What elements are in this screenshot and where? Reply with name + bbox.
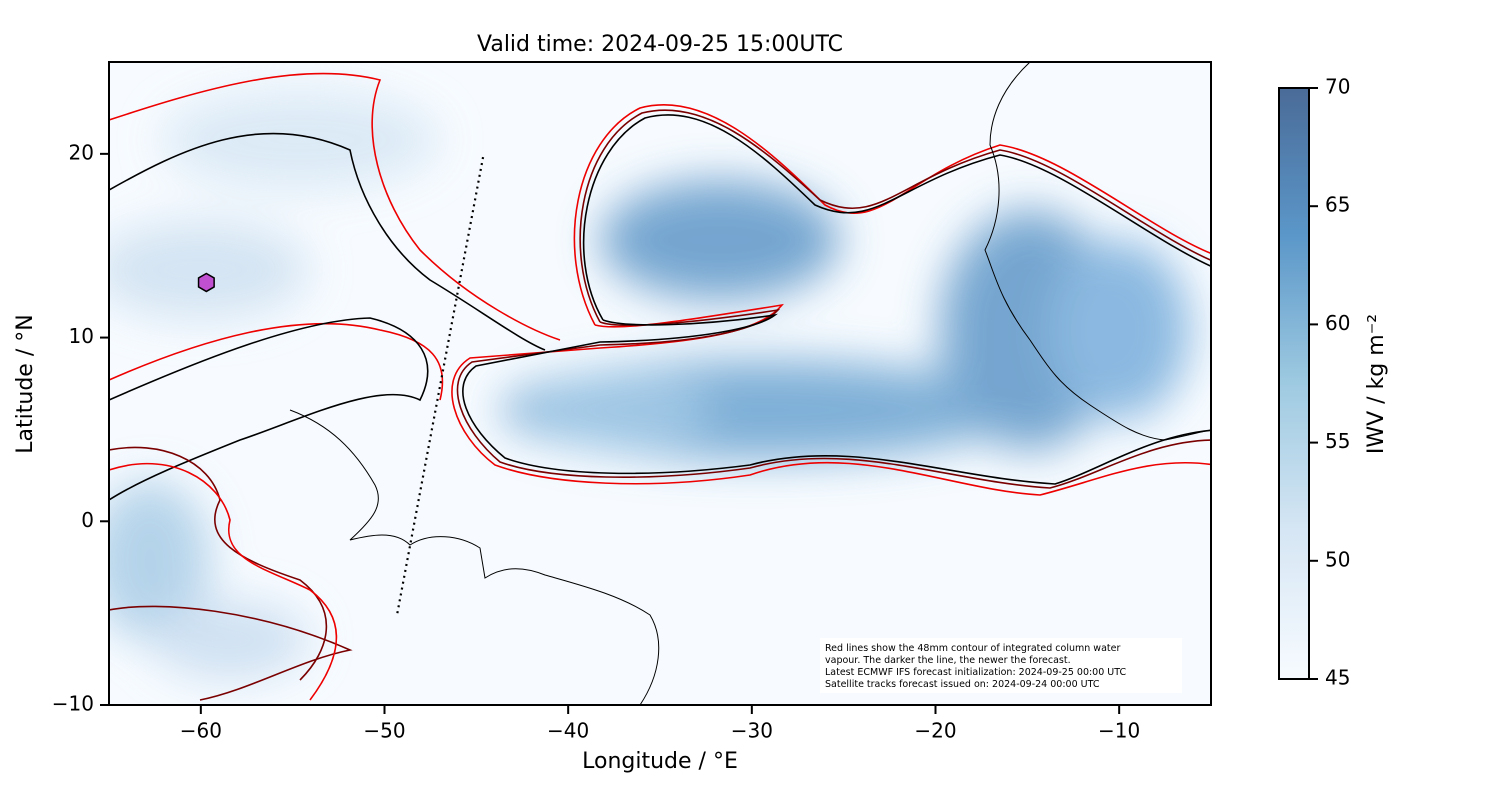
contours — [109, 72, 1211, 701]
coastline-south-america — [289, 409, 660, 705]
colorbar-tick-label: 70 — [1325, 75, 1350, 99]
colorbar-tick-label: 50 — [1325, 547, 1350, 571]
x-tick-label: −50 — [363, 719, 405, 743]
x-tick-label: −20 — [914, 719, 956, 743]
coastline-africa — [984, 62, 1211, 441]
y-tick-label: 10 — [69, 324, 94, 348]
note-line: Red lines show the 48mm contour of integ… — [825, 643, 1120, 654]
x-tick-label: −60 — [180, 719, 222, 743]
x-tick-label: −10 — [1098, 719, 1140, 743]
x-axis-label: Longitude / °E — [582, 749, 738, 774]
colorbar-tick-label: 65 — [1325, 193, 1350, 217]
note-line: vapour. The darker the line, the newer t… — [825, 655, 1071, 666]
colorbar — [1278, 87, 1310, 680]
colorbar-tick-label: 55 — [1325, 429, 1350, 453]
colorbar-label: IWV / kg m⁻² — [1364, 314, 1389, 454]
y-axis-label: Latitude / °N — [13, 314, 38, 453]
note-line: Satellite tracks forecast issued on: 202… — [825, 679, 1100, 690]
colorbar-tick-label: 60 — [1325, 311, 1350, 335]
y-tick-label: 0 — [81, 508, 94, 532]
colorbar-tick-label: 45 — [1325, 666, 1350, 690]
title: Valid time: 2024-09-25 15:00UTC — [477, 32, 843, 57]
plot-frame — [108, 61, 1212, 706]
note-line: Latest ECMWF IFS forecast initialization… — [825, 667, 1126, 678]
y-tick-label: 20 — [69, 140, 94, 164]
y-tick-label: −10 — [52, 692, 94, 716]
location-marker — [197, 272, 215, 293]
note-box — [820, 638, 1182, 693]
x-tick-label: −40 — [547, 719, 589, 743]
iwv-field — [109, 62, 1211, 705]
x-tick-label: −30 — [731, 719, 773, 743]
